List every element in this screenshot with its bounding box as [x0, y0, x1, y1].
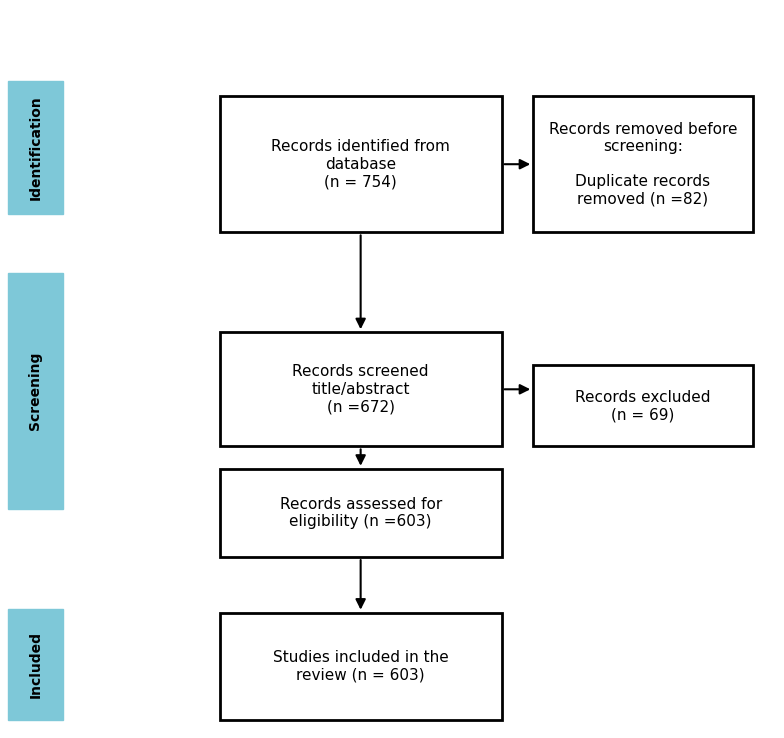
FancyBboxPatch shape — [220, 613, 502, 720]
Text: Records assessed for
eligibility (n =603): Records assessed for eligibility (n =603… — [280, 497, 441, 529]
Text: Studies included in the
review (n = 603): Studies included in the review (n = 603) — [273, 650, 448, 682]
Text: Identification: Identification — [28, 95, 42, 200]
Text: Screening: Screening — [28, 352, 42, 430]
Text: Records identified from
database
(n = 754): Records identified from database (n = 75… — [271, 139, 450, 189]
Text: Included: Included — [28, 631, 42, 697]
FancyBboxPatch shape — [533, 365, 753, 446]
FancyBboxPatch shape — [8, 609, 63, 720]
FancyBboxPatch shape — [8, 81, 63, 214]
Text: Records removed before
screening:

Duplicate records
removed (n =82): Records removed before screening: Duplic… — [549, 122, 737, 207]
FancyBboxPatch shape — [220, 469, 502, 557]
FancyBboxPatch shape — [8, 273, 63, 509]
FancyBboxPatch shape — [220, 96, 502, 232]
FancyBboxPatch shape — [220, 332, 502, 446]
FancyBboxPatch shape — [533, 96, 753, 232]
Text: Records screened
title/abstract
(n =672): Records screened title/abstract (n =672) — [292, 365, 429, 414]
Text: Records excluded
(n = 69): Records excluded (n = 69) — [575, 390, 710, 422]
